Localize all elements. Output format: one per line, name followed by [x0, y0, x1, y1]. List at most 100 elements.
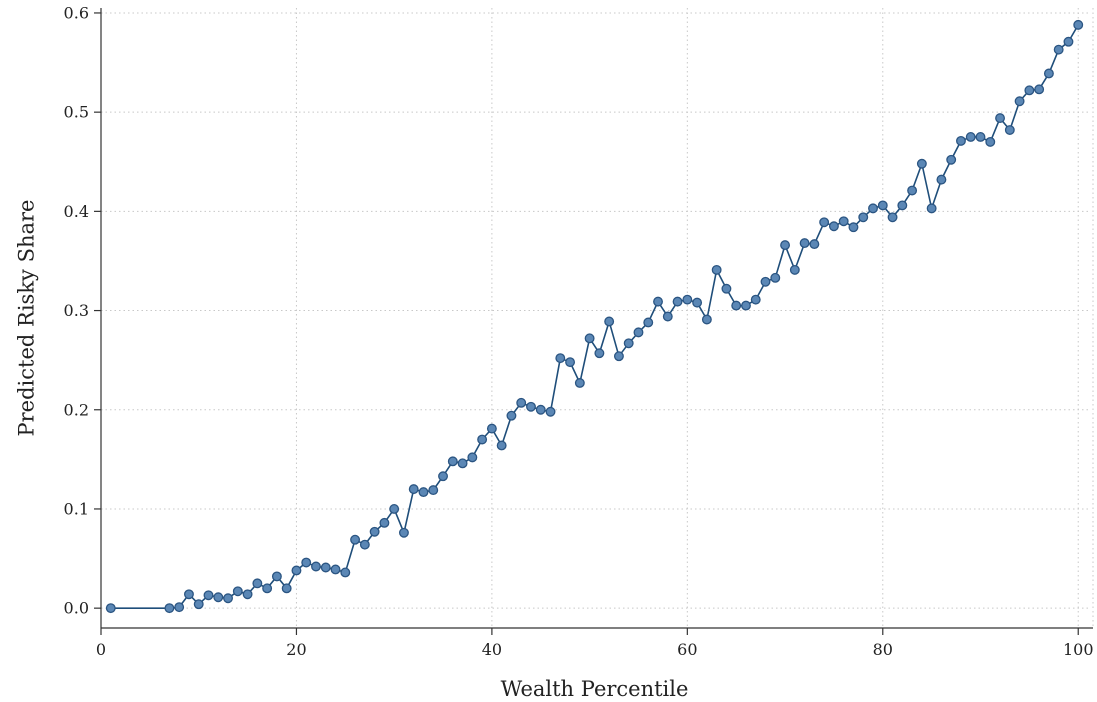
data-point [418, 487, 429, 498]
data-point [877, 200, 888, 211]
data-point [105, 603, 116, 614]
data-point [701, 314, 712, 325]
x-axis-title: Wealth Percentile [501, 677, 689, 701]
data-point [203, 590, 214, 601]
data-point [428, 485, 439, 496]
data-point [223, 593, 233, 604]
data-point [1014, 96, 1025, 107]
data-point [1004, 125, 1015, 135]
data-point [477, 434, 488, 445]
data-point [789, 264, 800, 275]
x-tick-label: 60 [677, 640, 697, 659]
data-point [848, 222, 859, 233]
data-point [301, 557, 312, 568]
data-point [271, 571, 282, 582]
x-tick-label: 80 [873, 640, 893, 659]
data-point [897, 200, 908, 211]
data-point [770, 272, 781, 283]
x-tick-label: 0 [96, 640, 106, 659]
x-tick-label: 20 [286, 640, 306, 659]
data-point [613, 351, 624, 362]
data-point [662, 311, 673, 322]
y-tick-label: 0.1 [64, 499, 89, 518]
data-point [359, 539, 370, 550]
data-point [252, 578, 263, 589]
data-point [643, 317, 654, 328]
data-point [1043, 68, 1054, 79]
data-point [213, 592, 224, 603]
data-point [995, 113, 1005, 124]
data-point [242, 589, 253, 600]
data-point [741, 300, 751, 311]
x-tick-label: 100 [1063, 640, 1094, 659]
data-point [262, 583, 273, 594]
data-point [965, 132, 976, 142]
data-point [750, 294, 761, 305]
data-point [526, 401, 536, 412]
data-point [809, 239, 820, 250]
data-point [340, 567, 351, 578]
data-point [506, 410, 517, 421]
data-point [887, 212, 898, 223]
data-point [311, 561, 321, 572]
data-point [692, 297, 703, 308]
data-point [291, 565, 302, 576]
data-point [633, 327, 644, 338]
data-point [916, 158, 927, 169]
series-layer [110, 24, 1079, 609]
data-point [379, 517, 390, 528]
data-point [565, 357, 576, 368]
data-point [819, 217, 830, 228]
data-point [545, 406, 556, 417]
marker-layer [105, 19, 1084, 614]
data-point [184, 589, 194, 600]
y-tick-label: 0.5 [64, 103, 89, 122]
data-point [555, 353, 566, 364]
data-point [721, 283, 732, 294]
data-point [330, 564, 341, 575]
data-point [760, 276, 771, 287]
data-point [653, 296, 663, 307]
data-point [574, 378, 585, 388]
data-point [946, 154, 957, 165]
data-point [584, 333, 595, 344]
data-point [623, 338, 634, 349]
data-point [457, 458, 468, 469]
data-point [281, 583, 292, 594]
data-point [193, 599, 204, 610]
data-point [516, 397, 527, 408]
data-point [936, 174, 947, 185]
data-point [164, 603, 175, 614]
data-point [858, 212, 869, 223]
data-point [907, 185, 918, 196]
data-point [985, 136, 996, 147]
data-point [535, 404, 546, 415]
y-tick-label: 0.0 [64, 599, 89, 618]
data-point [467, 452, 478, 463]
data-point [926, 203, 937, 214]
data-point [868, 203, 878, 214]
data-point [711, 264, 722, 275]
data-point [799, 238, 810, 249]
y-tick-label: 0.6 [64, 3, 89, 22]
data-point [350, 534, 361, 545]
data-point [672, 296, 683, 307]
data-point [975, 132, 986, 142]
data-point [447, 456, 458, 467]
data-point [408, 484, 419, 495]
data-point [731, 300, 742, 311]
series-line [110, 24, 1079, 609]
data-point [682, 294, 693, 305]
data-point [486, 423, 497, 434]
data-point [320, 562, 331, 573]
labels: Wealth Percentile Predicted Risky Share [14, 200, 688, 701]
data-point [838, 216, 849, 227]
data-point [389, 504, 400, 514]
data-point [828, 221, 839, 232]
data-point [956, 135, 966, 146]
data-point [496, 440, 507, 451]
data-point [1063, 36, 1074, 47]
axes: 0.0 0.1 0.2 0.3 0.4 0.5 0.6 0 20 40 60 80 100 [64, 3, 1094, 659]
data-point [398, 527, 409, 538]
